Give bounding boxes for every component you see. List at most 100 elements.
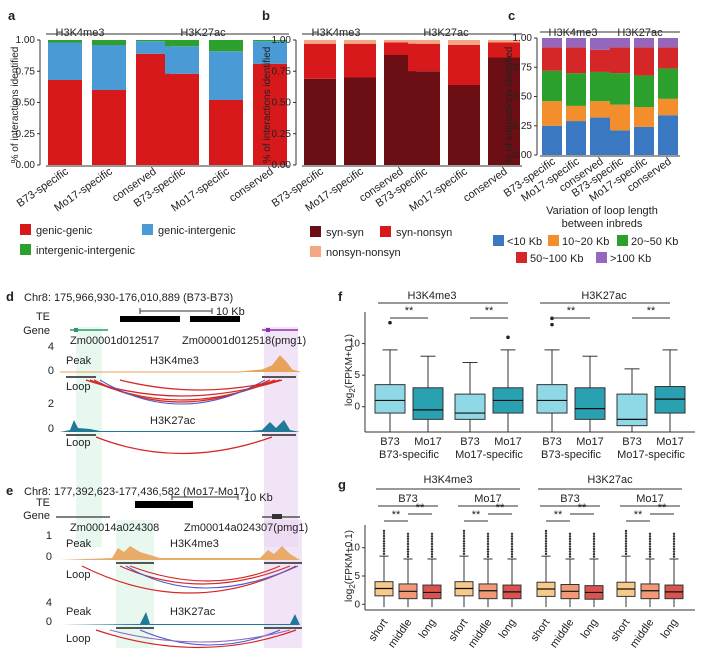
- g-sig-b-3: **: [658, 502, 667, 514]
- a-bars-ytick-label-4: 1.00: [16, 35, 36, 46]
- g-plot-dot-3-2-7: [672, 537, 676, 541]
- legend-c-title-1: Variation of loop length: [546, 205, 658, 217]
- a-bars-bar-0-1-0: [92, 90, 126, 165]
- a-bars-bar-0-2-2: [136, 40, 170, 42]
- legend-b-nonsyn-nonsyn-swatch: [310, 246, 321, 257]
- g-plot-dot-0-1-1: [406, 552, 410, 556]
- a-bars-bar-0-0-0: [48, 80, 82, 165]
- b-bars-bar-0-0-2: [304, 40, 336, 44]
- g-plot-dot-3-1-0: [648, 555, 652, 558]
- f-plot-ytick-label-2: 10: [349, 339, 361, 350]
- g-plot-dot-0-2-6: [430, 540, 434, 543]
- g-plot-dot-2-2-1: [592, 552, 596, 556]
- g-plot-dot-2-1-2: [568, 550, 572, 553]
- f-mark-h3k4me3: H3K4me3: [408, 290, 457, 302]
- d-mark2-label: H3K27ac: [150, 415, 196, 427]
- g-plot-dot-2-2-0: [592, 555, 596, 558]
- c-bars-bar-1-0-1: [610, 104, 630, 131]
- d-track2-ymin: 0: [48, 423, 54, 435]
- b-bars-bar-1-0-1: [408, 43, 440, 72]
- f-sig-2: **: [567, 305, 576, 317]
- g-plot-dot-3-2-9: [672, 532, 676, 535]
- g-plot-dot-1-1-8: [486, 535, 490, 538]
- d-gene2-exon: [266, 328, 270, 332]
- d-loop1-arc-3: [93, 379, 271, 403]
- c-bars-bar-1-0-4: [610, 38, 630, 48]
- g-sig-b-2: **: [578, 502, 587, 514]
- g-plot-dot-2-1-5: [568, 542, 572, 546]
- f-xlabel-mo17-2: Mo17: [576, 436, 604, 448]
- d-coord: Chr8: 175,966,930-176,010,889 (B73-B73): [24, 292, 233, 304]
- e-scale-label: 10 Kb: [244, 492, 273, 504]
- e-te-label: TE: [36, 497, 50, 509]
- panel-label-a: a: [8, 8, 16, 23]
- g-plot-dot-1-1-7: [486, 537, 490, 541]
- g-plot-dot-1-2-5: [510, 542, 514, 546]
- c-bars-bar-0-1-4: [566, 38, 586, 48]
- c-bars-bar-1-1-1: [634, 107, 654, 127]
- g-plot-dot-3-2-6: [672, 540, 676, 543]
- g-plot-dot-1-2-6: [510, 540, 514, 543]
- f-set-label-2: B73-specific: [541, 449, 601, 461]
- g-plot-dot-3-2-8: [672, 535, 676, 538]
- f-plot-ytick-label-1: 5: [354, 370, 360, 381]
- g-plot-dot-1-2-0: [510, 555, 514, 558]
- g-plot-dot-1-1-9: [486, 532, 490, 535]
- g-plot-dot-2-1-1: [568, 552, 572, 556]
- g-plot-dot-0-0-4: [382, 542, 386, 545]
- g-ylabel-main: log: [344, 589, 355, 602]
- c-bars-bar-0-2-1: [590, 101, 610, 118]
- f-xlabel-b73-1: B73: [460, 436, 480, 448]
- g-plot-dot-2-0-0: [544, 552, 548, 556]
- legend-c-10-20-swatch: [548, 235, 559, 246]
- g-plot-dot-2-2-4: [592, 545, 596, 548]
- f-ylabel-rest: (FPKM+0.1): [344, 334, 355, 388]
- e-mark2-label: H3K27ac: [170, 606, 216, 618]
- f-ylabel-sub: 2: [348, 388, 357, 393]
- a-bars-bar-0-1-1: [92, 45, 126, 90]
- f-plot-box-3-0: [616, 393, 648, 427]
- g-plot-ytick-label-1: 5: [354, 571, 360, 582]
- b-mark-h3k27ac: H3K27ac: [423, 27, 469, 39]
- legend-b-nonsyn-nonsyn: nonsyn-nonsyn: [326, 247, 401, 259]
- d-te-label: TE: [36, 311, 50, 323]
- g-plot-dot-0-2-5: [430, 542, 434, 546]
- b-bars-bar-0-1-1: [344, 43, 376, 78]
- a-bars-bar-1-2-1: [253, 41, 287, 64]
- legend-a-intergenic-swatch: [20, 244, 31, 255]
- g-xlabel-3-0: short: [609, 617, 633, 644]
- g-plot-dot-1-0-0: [462, 552, 466, 556]
- g-plot-dot-2-1-3: [568, 547, 572, 551]
- g-plot-dot-2-2-2: [592, 550, 596, 553]
- e-track2-ymin: 0: [46, 616, 52, 628]
- g-plot-dot-3-2-5: [672, 542, 676, 546]
- g-plot-dot-1-0-2: [462, 547, 466, 550]
- g-plot-dot-1-1-4: [486, 545, 490, 548]
- a-bars-ytick-label-1: 0.25: [16, 129, 36, 140]
- g-plot-dot-0-2-2: [430, 550, 434, 553]
- g-plot-dot-0-1-0: [406, 555, 410, 558]
- g-line-label-1: Mo17: [474, 493, 502, 505]
- d-track1-ymin: 0: [48, 365, 54, 377]
- legend-a-intergenic-intergenic: intergenic-intergenic: [36, 245, 136, 257]
- g-plot-dot-0-2-4: [430, 545, 434, 548]
- b-bars-bar-0-1-0: [344, 77, 376, 165]
- f-plot-box-2-0: [536, 384, 568, 414]
- g-plot-dot-0-0-8: [382, 532, 386, 535]
- c-bars-bar-1-1-4: [634, 38, 654, 48]
- g-plot-dot-3-1-9: [648, 532, 652, 535]
- g-plot-dot-2-1-8: [568, 535, 572, 538]
- panel-label-f: f: [338, 289, 343, 304]
- g-line-label-2: B73: [560, 493, 580, 505]
- g-plot-dot-1-0-8: [462, 532, 466, 535]
- e-h3k4me3-signal: [60, 546, 300, 560]
- g-mark-label-1: H3K27ac: [587, 474, 633, 486]
- d-te-block-2: [190, 316, 240, 322]
- c-bars-bar-0-2-3: [590, 49, 610, 72]
- g-plot-dot-2-2-5: [592, 542, 596, 546]
- g-plot-dot-3-2-3: [672, 547, 676, 551]
- c-bars-bar-0-1-1: [566, 105, 586, 122]
- f-set-label-1: Mo17-specific: [455, 449, 523, 461]
- e-gene1-name: Zm00014a024308: [70, 522, 159, 534]
